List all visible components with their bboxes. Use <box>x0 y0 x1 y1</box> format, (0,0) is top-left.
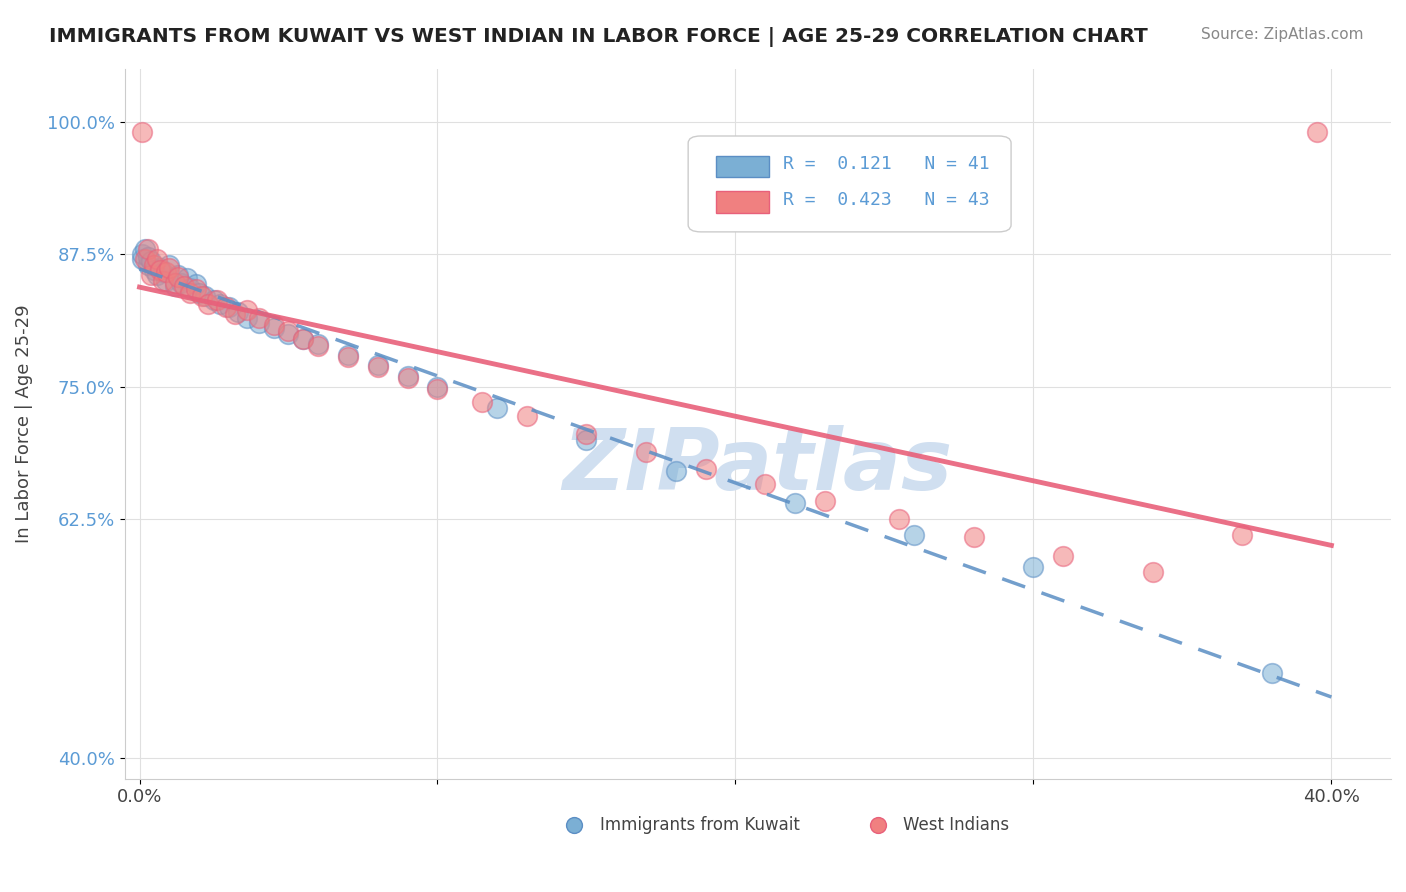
Point <box>307 339 329 353</box>
Point <box>783 496 806 510</box>
Y-axis label: In Labor Force | Age 25-29: In Labor Force | Age 25-29 <box>15 304 32 543</box>
Point <box>292 332 315 346</box>
Point <box>134 252 156 267</box>
Point <box>134 242 156 256</box>
Point <box>575 427 598 442</box>
Point <box>179 281 201 295</box>
Point <box>184 277 207 291</box>
Point <box>1142 565 1164 579</box>
Text: ZIPatlas: ZIPatlas <box>562 425 953 508</box>
Point <box>665 464 688 478</box>
FancyBboxPatch shape <box>688 136 1011 232</box>
Point <box>157 260 180 275</box>
Point <box>1305 125 1327 139</box>
Point <box>131 252 153 267</box>
Point <box>167 270 190 285</box>
Text: IMMIGRANTS FROM KUWAIT VS WEST INDIAN IN LABOR FORCE | AGE 25-29 CORRELATION CHA: IMMIGRANTS FROM KUWAIT VS WEST INDIAN IN… <box>49 27 1147 46</box>
Point <box>167 268 190 283</box>
Point <box>1022 559 1045 574</box>
Point <box>197 297 219 311</box>
Point <box>247 310 270 325</box>
Point <box>152 265 174 279</box>
Point <box>1261 665 1284 680</box>
Point <box>165 278 187 293</box>
Point <box>426 379 449 393</box>
Text: R =  0.121   N = 41: R = 0.121 N = 41 <box>783 155 990 173</box>
Point <box>146 268 169 283</box>
Point <box>636 445 658 459</box>
Point <box>152 273 174 287</box>
Point <box>146 252 169 267</box>
Point <box>236 303 259 318</box>
Point <box>889 512 911 526</box>
FancyBboxPatch shape <box>716 156 769 178</box>
Text: Immigrants from Kuwait: Immigrants from Kuwait <box>599 816 800 834</box>
Point <box>695 462 717 476</box>
Point <box>337 350 360 364</box>
Text: R =  0.423   N = 43: R = 0.423 N = 43 <box>783 191 990 209</box>
Point <box>205 293 228 307</box>
Point <box>426 382 449 396</box>
Point <box>277 326 299 341</box>
Point <box>173 278 195 293</box>
Point <box>396 368 419 383</box>
Point <box>141 268 163 283</box>
Point <box>247 316 270 330</box>
Point <box>367 360 389 375</box>
Point <box>277 325 299 339</box>
Point <box>143 263 166 277</box>
Point <box>263 321 285 335</box>
Point <box>226 305 249 319</box>
Point <box>149 260 172 275</box>
Point <box>224 308 246 322</box>
Point <box>170 276 193 290</box>
Text: Source: ZipAtlas.com: Source: ZipAtlas.com <box>1201 27 1364 42</box>
Point <box>138 250 160 264</box>
Point <box>155 273 177 287</box>
Point <box>307 337 329 351</box>
Point <box>176 271 198 285</box>
Point <box>471 395 494 409</box>
Point <box>157 258 180 272</box>
Point <box>149 263 172 277</box>
Point <box>138 242 160 256</box>
Point <box>963 530 986 544</box>
Point <box>1230 528 1253 542</box>
Point <box>218 300 240 314</box>
FancyBboxPatch shape <box>716 192 769 212</box>
Point <box>516 409 538 424</box>
Point <box>191 289 214 303</box>
Point <box>337 348 360 362</box>
Point <box>903 528 925 542</box>
Point <box>236 310 259 325</box>
Point <box>814 494 837 508</box>
Point <box>215 300 238 314</box>
Point <box>367 359 389 373</box>
Point <box>575 433 598 447</box>
Point <box>754 477 776 491</box>
Point <box>188 286 211 301</box>
Point <box>155 265 177 279</box>
Point <box>202 293 225 307</box>
Point <box>396 371 419 385</box>
Point <box>179 286 201 301</box>
Point <box>143 258 166 272</box>
Point <box>141 254 163 268</box>
Point <box>138 258 160 272</box>
Point <box>292 332 315 346</box>
Point <box>131 247 153 261</box>
Point <box>165 276 187 290</box>
Point <box>1052 549 1074 563</box>
Point <box>208 297 231 311</box>
Point <box>486 401 509 415</box>
Point <box>131 125 153 139</box>
Point <box>263 318 285 332</box>
Text: West Indians: West Indians <box>904 816 1010 834</box>
Point <box>194 289 217 303</box>
Point <box>184 282 207 296</box>
